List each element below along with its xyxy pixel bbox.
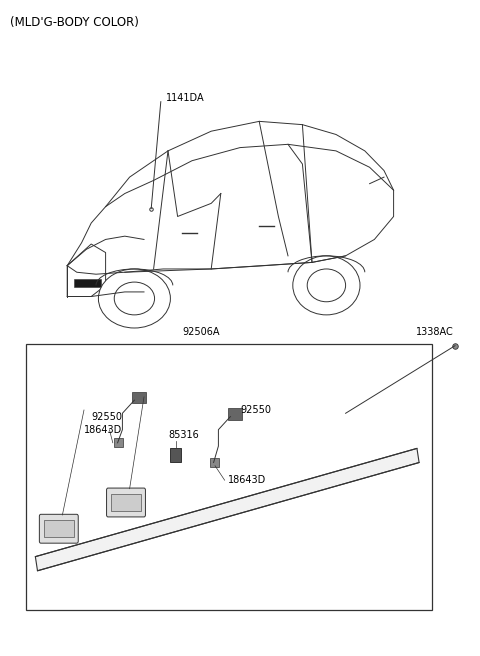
FancyBboxPatch shape <box>39 514 78 543</box>
Ellipse shape <box>114 282 155 315</box>
Text: 18643D: 18643D <box>84 424 122 435</box>
Polygon shape <box>36 449 419 571</box>
Bar <box>111 494 141 511</box>
Ellipse shape <box>98 269 170 328</box>
Bar <box>228 408 242 420</box>
FancyBboxPatch shape <box>107 488 145 517</box>
Text: (MLD'G-BODY COLOR): (MLD'G-BODY COLOR) <box>10 16 138 30</box>
Bar <box>44 520 74 537</box>
Bar <box>170 448 181 462</box>
Text: 1141DA: 1141DA <box>166 93 204 104</box>
Polygon shape <box>67 244 106 297</box>
Text: 85316: 85316 <box>168 430 199 440</box>
Text: 92506A: 92506A <box>183 327 220 337</box>
Bar <box>132 392 146 403</box>
Ellipse shape <box>307 269 346 302</box>
Ellipse shape <box>293 256 360 315</box>
Bar <box>26 344 432 610</box>
Bar <box>114 438 123 447</box>
Text: 18643D: 18643D <box>228 475 266 485</box>
Text: 1338AC: 1338AC <box>416 327 454 337</box>
Text: 92550: 92550 <box>91 411 122 422</box>
Polygon shape <box>74 279 101 287</box>
Text: 92550: 92550 <box>240 405 271 415</box>
Bar <box>210 458 219 467</box>
